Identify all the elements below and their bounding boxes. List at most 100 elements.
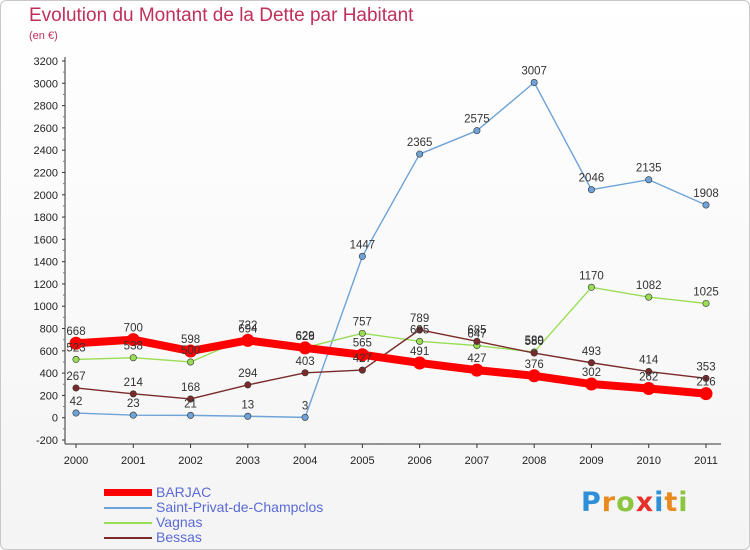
data-point-vagnas (645, 293, 653, 301)
logo-letter: P (581, 487, 602, 518)
series-bessas (72, 326, 710, 403)
data-label-bessas: 294 (238, 368, 258, 380)
legend-label-saint-privat: Saint-Privat-de-Champclos (156, 499, 324, 515)
x-tick-label: 2009 (579, 455, 603, 467)
data-label-bessas: 427 (353, 353, 372, 365)
proxiti-logo: Proxiti (581, 487, 689, 518)
data-label-vagnas: 1170 (579, 270, 604, 282)
y-tick-label: 1400 (34, 257, 58, 269)
y-tick-label: 0 (52, 413, 58, 425)
data-label-bessas: 493 (582, 346, 601, 358)
x-tick-label: 2000 (64, 455, 88, 467)
data-point-barjac (241, 333, 255, 347)
data-label-barjac: 216 (696, 377, 715, 389)
series-line-vagnas (75, 286, 707, 363)
data-label-saint-privat-de-champclos: 23 (127, 398, 140, 410)
logo-letter: i (654, 487, 665, 518)
y-tick-label: 2000 (34, 190, 58, 202)
data-point-bessas (301, 369, 309, 377)
data-point-saint-privat-de-champclos (473, 127, 481, 135)
data-label-barjac: 427 (467, 353, 486, 365)
logo-letter: r (601, 487, 617, 518)
data-point-bessas (702, 374, 710, 382)
series-line-bessas (75, 329, 707, 400)
legend-swatch-barjac (104, 489, 152, 496)
data-label-saint-privat-de-champclos: 2135 (636, 163, 662, 175)
x-tick-label: 2008 (522, 455, 546, 467)
y-tick-label: 1800 (34, 212, 58, 224)
data-point-saint-privat-de-champclos (187, 411, 195, 419)
data-point-vagnas (416, 337, 424, 345)
series-vagnas (72, 283, 710, 366)
data-label-barjac: 565 (353, 338, 372, 350)
y-tick-label: 2600 (34, 123, 58, 135)
logo-letter: x (635, 487, 655, 518)
y-tick-label: 2200 (34, 167, 58, 179)
data-label-saint-privat-de-champclos: 1447 (350, 239, 376, 251)
data-label-vagnas: 523 (66, 342, 85, 354)
data-point-bessas (416, 326, 424, 334)
y-tick-label: 3000 (34, 78, 58, 90)
data-point-saint-privat-de-champclos (244, 412, 252, 420)
data-label-barjac: 302 (582, 367, 601, 379)
data-label-saint-privat-de-champclos: 13 (241, 399, 254, 411)
data-point-barjac (470, 363, 484, 377)
data-label-vagnas: 722 (238, 320, 257, 332)
data-point-barjac (69, 336, 83, 350)
y-tick-label: 2400 (34, 145, 58, 157)
logo-letter: o (616, 487, 636, 518)
x-tick-label: 2011 (694, 455, 718, 467)
x-tick-label: 2007 (465, 455, 489, 467)
y-tick-label: 3200 (34, 56, 58, 68)
data-point-barjac (184, 344, 198, 358)
data-point-saint-privat-de-champclos (645, 176, 653, 184)
data-point-bessas (129, 390, 137, 398)
chart-title: Evolution du Montant de la Dette par Hab… (29, 5, 414, 26)
data-label-saint-privat-de-champclos: 21 (184, 398, 197, 410)
x-tick-label: 2002 (178, 455, 202, 467)
data-point-saint-privat-de-champclos (72, 409, 80, 417)
data-point-bessas (645, 368, 653, 376)
data-label-barjac: 598 (181, 334, 200, 346)
x-tick-label: 2004 (293, 455, 317, 467)
data-point-saint-privat-de-champclos (416, 150, 424, 158)
data-point-saint-privat-de-champclos (358, 252, 366, 260)
y-tick-label: 800 (40, 324, 58, 336)
data-point-saint-privat-de-champclos (301, 413, 309, 421)
data-label-bessas: 403 (295, 356, 314, 368)
series-line-saint-privat-de-champclos (75, 81, 707, 419)
data-label-bessas: 267 (66, 371, 85, 383)
data-point-barjac (413, 356, 427, 370)
data-point-barjac (642, 382, 656, 396)
x-tick-label: 2006 (407, 455, 431, 467)
data-point-bessas (587, 359, 595, 367)
data-label-bessas: 353 (696, 361, 715, 373)
y-tick-label: 200 (40, 390, 58, 402)
data-label-bessas: 414 (639, 355, 659, 367)
legend-label-barjac: BARJAC (156, 484, 212, 500)
data-label-vagnas: 629 (295, 331, 314, 343)
data-label-bessas: 789 (410, 313, 429, 325)
data-label-bessas: 685 (467, 324, 486, 336)
data-label-vagnas: 1025 (693, 286, 719, 298)
series-line-barjac (72, 335, 710, 398)
data-label-saint-privat-de-champclos: 3007 (521, 66, 547, 78)
data-label-barjac: 626 (295, 331, 314, 343)
data-point-barjac (298, 341, 312, 355)
data-point-barjac (527, 369, 541, 383)
y-tick-label: 400 (40, 368, 58, 380)
data-point-saint-privat-de-champclos (587, 186, 595, 194)
data-label-vagnas: 1082 (636, 280, 662, 292)
legend-swatch-saint-privat (104, 507, 152, 509)
data-label-barjac: 262 (639, 372, 658, 384)
data-label-saint-privat-de-champclos: 2046 (579, 173, 605, 185)
data-label-vagnas: 538 (124, 341, 143, 353)
y-tick-label: 1200 (34, 279, 58, 291)
y-tick-label: 1600 (34, 234, 58, 246)
data-label-saint-privat-de-champclos: 3 (302, 400, 308, 412)
legend-swatch-bessas (104, 537, 152, 539)
data-point-bessas (72, 384, 80, 392)
data-point-bessas (473, 337, 481, 345)
data-point-vagnas (587, 283, 595, 291)
